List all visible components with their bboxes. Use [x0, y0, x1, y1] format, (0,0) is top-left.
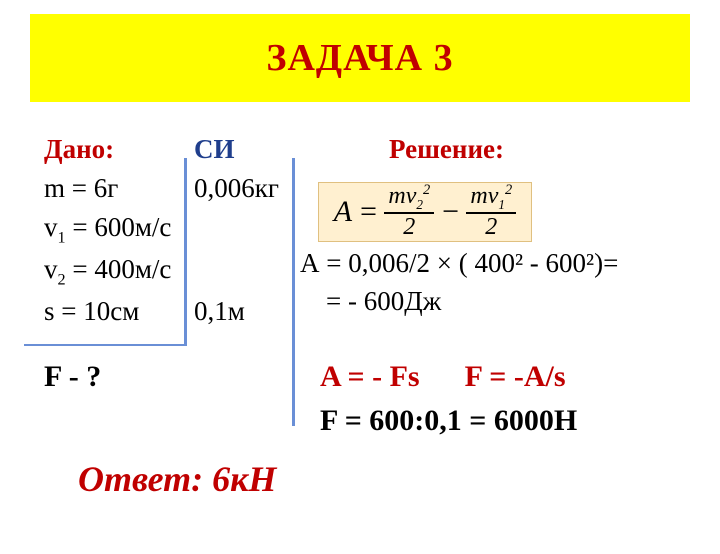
given-m: m = 6г — [44, 169, 194, 208]
frac-2: mv12 2 — [466, 183, 516, 241]
given-v1: v1 = 600м/с — [44, 208, 194, 250]
formula-eq: = — [352, 195, 384, 229]
formula-box: A = mv22 2 − mv12 2 — [318, 182, 532, 242]
v2-sub: 2 — [58, 271, 66, 289]
given-s: s = 10cм — [44, 292, 194, 331]
calc-line-1: А = 0,006/2 × ( 400² - 600²)= — [300, 248, 618, 279]
separator-find — [24, 344, 184, 346]
calc-line-2: = - 600Дж — [326, 286, 441, 317]
equations-red: A = - Fs F = -A/s — [320, 360, 566, 394]
given-header: Дано: — [44, 130, 194, 169]
separator-given-si — [184, 158, 187, 346]
header-row: Дано: СИ Решение: — [0, 130, 720, 169]
v2-sym: v — [44, 254, 58, 284]
v1-val: = 600м/с — [66, 212, 172, 242]
answer-line: Ответ: 6кН — [78, 458, 276, 500]
solution-header: Решение: — [309, 130, 720, 169]
separator-si-solution — [292, 158, 295, 426]
v2-val: = 400м/с — [66, 254, 172, 284]
formula-minus: − — [434, 195, 466, 229]
formula-a: A — [334, 195, 352, 229]
v1-sub: 1 — [58, 229, 66, 247]
title-bar: ЗАДАЧА 3 — [30, 14, 690, 102]
given-v2: v2 = 400м/с — [44, 250, 194, 292]
find-label: F - ? — [44, 360, 101, 394]
result-line: F = 600:0,1 = 6000Н — [320, 404, 577, 438]
v1-sym: v — [44, 212, 58, 242]
problem-title: ЗАДАЧА 3 — [266, 36, 453, 80]
frac-1: mv22 2 — [384, 183, 434, 241]
